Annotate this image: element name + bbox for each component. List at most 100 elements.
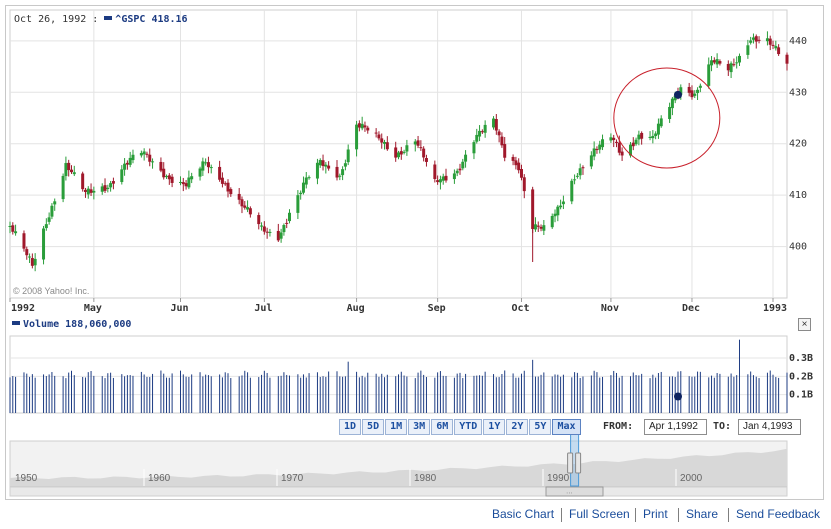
candlestick: [668, 102, 672, 123]
candlestick: [360, 116, 364, 131]
candlestick: [47, 212, 51, 225]
candlestick: [178, 176, 182, 186]
candlestick: [570, 178, 574, 205]
x-tick-label: Sep: [428, 303, 446, 314]
navigator-scrollbar[interactable]: [9, 486, 788, 497]
candlestick: [416, 135, 420, 149]
candlestick: [167, 173, 171, 185]
candlestick: [670, 97, 674, 116]
candlestick: [712, 57, 716, 65]
scrollbar-thumb[interactable]: [545, 486, 604, 497]
candlestick: [444, 168, 448, 183]
candlestick: [609, 133, 613, 143]
footer-link-basic-chart[interactable]: Basic Chart: [492, 507, 555, 521]
candlestick: [44, 218, 48, 231]
to-label: TO:: [713, 421, 732, 432]
candlestick: [399, 146, 403, 160]
candlestick: [72, 165, 76, 177]
footer-separator: [635, 508, 636, 522]
candlestick: [248, 206, 252, 218]
candlestick: [327, 161, 331, 171]
candlestick: [785, 52, 789, 71]
range-button-6m[interactable]: 6M: [431, 419, 454, 435]
range-button-max[interactable]: Max: [552, 419, 581, 435]
navigator-year-label: 2000: [680, 473, 703, 484]
navigator[interactable]: 1950 1960 1970 1980 1990 2000 ⋯: [9, 420, 788, 497]
candlestick: [777, 44, 781, 56]
footer-link-send-feedback[interactable]: Send Feedback: [736, 507, 821, 521]
volume-bars: [9, 339, 788, 413]
candlestick: [145, 151, 149, 158]
close-volume-button[interactable]: ×: [798, 318, 811, 331]
range-button-2y[interactable]: 2Y: [506, 419, 529, 435]
candlestick: [276, 223, 280, 242]
range-button-1d[interactable]: 1D: [339, 419, 362, 435]
candlestick: [324, 162, 328, 174]
candlestick: [30, 253, 34, 269]
candlestick: [106, 184, 110, 193]
volume-tick-label: 0.2B: [789, 371, 813, 382]
candlestick: [165, 174, 169, 179]
range-button-ytd[interactable]: YTD: [454, 419, 483, 435]
history-area: [10, 448, 787, 486]
selection-handle[interactable]: [567, 452, 574, 474]
candlestick: [595, 146, 599, 154]
legend-date: Oct 26, 1992 :: [14, 14, 99, 25]
candlestick: [341, 166, 345, 181]
candlestick: [100, 183, 104, 195]
candlestick: [620, 147, 624, 161]
candlestick: [659, 115, 663, 128]
candlestick: [265, 227, 269, 239]
candlestick: [380, 133, 384, 149]
candlestick: [159, 157, 163, 173]
candlestick: [50, 203, 54, 220]
candlestick: [550, 213, 554, 229]
candlestick: [338, 173, 342, 181]
price-x-axis: 1992 May Jun Jul Aug Sep Oct Nov Dec 1993: [11, 303, 787, 314]
footer-link-print[interactable]: Print: [643, 507, 668, 521]
candlestick: [151, 158, 155, 169]
navigator-year-label: 1980: [414, 473, 437, 484]
candlestick: [472, 140, 476, 160]
y-tick-label: 440: [789, 36, 807, 47]
candlestick: [735, 56, 739, 69]
candlestick: [209, 164, 213, 174]
navigator-year-label: 1970: [281, 473, 304, 484]
candlestick: [771, 40, 775, 50]
range-button-5y[interactable]: 5Y: [529, 419, 552, 435]
price-legend: Oct 26, 1992 : ^GSPC 418.16: [14, 14, 188, 25]
range-button-3m[interactable]: 3M: [408, 419, 431, 435]
candlestick: [522, 174, 526, 199]
to-date-input[interactable]: Jan 4,1993: [738, 419, 801, 435]
candlestick: [480, 129, 484, 134]
volume-marker-dot: [673, 392, 682, 401]
candlestick: [651, 130, 655, 144]
candlestick: [374, 128, 378, 138]
candlestick: [553, 209, 557, 223]
footer-link-full-screen[interactable]: Full Screen: [569, 507, 630, 521]
candlestick: [123, 158, 127, 176]
candlestick: [83, 187, 87, 198]
price-annotations: [613, 67, 721, 169]
candlestick: [718, 59, 722, 66]
x-tick-label: Jun: [170, 303, 188, 314]
candlestick: [131, 149, 135, 164]
candlestick: [757, 36, 761, 44]
candlestick: [542, 219, 546, 236]
range-button-1m[interactable]: 1M: [385, 419, 408, 435]
candlestick: [452, 169, 456, 184]
from-date-input[interactable]: Apr 1,1992: [644, 419, 707, 435]
candlestick: [556, 204, 560, 222]
candlestick: [774, 40, 778, 51]
selection-handle[interactable]: [575, 452, 582, 474]
candlestick: [377, 131, 381, 141]
footer-separator: [678, 508, 679, 522]
candlestick: [693, 90, 697, 99]
candlestick: [749, 36, 753, 45]
candlestick: [394, 141, 398, 162]
range-button-1y[interactable]: 1Y: [483, 419, 506, 435]
footer-link-share[interactable]: Share: [686, 507, 719, 521]
candlestick: [148, 148, 152, 167]
range-button-5d[interactable]: 5D: [362, 419, 385, 435]
candlestick: [296, 190, 300, 219]
